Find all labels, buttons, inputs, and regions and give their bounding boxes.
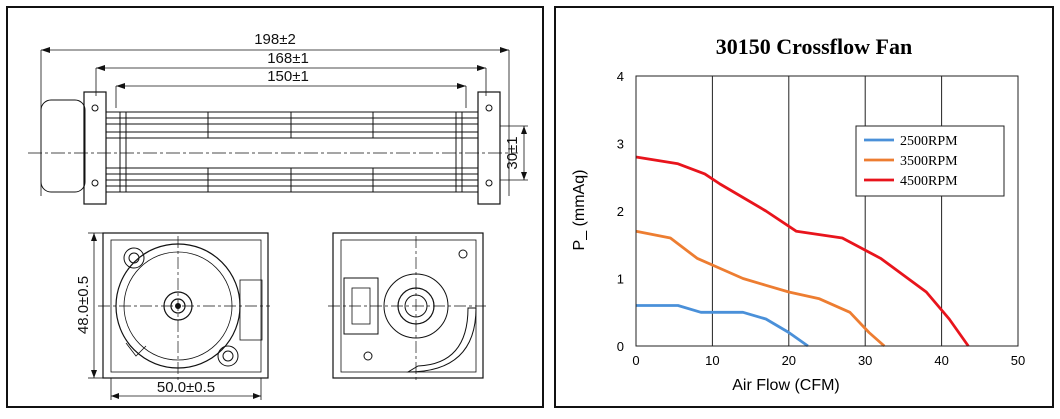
y-tick-label: 2 bbox=[617, 204, 624, 219]
x-tick-label: 20 bbox=[782, 353, 796, 368]
chart-legend: 2500RPM 3500RPM 4500RPM bbox=[855, 125, 1005, 197]
x-tick-label: 30 bbox=[858, 353, 872, 368]
dim-168: 168±1 bbox=[95, 50, 487, 96]
chart-grid bbox=[711, 76, 1019, 346]
end-view-motor: 48.0±0.5 50.0±0.5 bbox=[75, 232, 270, 400]
drawing-svg: 198±2 168±1 150±1 bbox=[28, 31, 528, 400]
fan-dimension-drawing: 198±2 168±1 150±1 bbox=[6, 6, 544, 408]
y-axis-label: P_ (mmAq) bbox=[571, 170, 588, 251]
x-tick-label: 40 bbox=[934, 353, 948, 368]
end-view-outlet bbox=[328, 232, 486, 380]
dim-side-height-label: 30±1 bbox=[504, 136, 521, 169]
x-tick-label: 0 bbox=[632, 353, 639, 368]
chart-svg: 30150 Crossflow Fan 0 10 20 30 40 50 0 1 2 3 4 Air… bbox=[571, 34, 1025, 394]
chart-title: 30150 Crossflow Fan bbox=[716, 34, 912, 59]
legend-label: 4500RPM bbox=[900, 174, 958, 189]
side-view: 30±1 bbox=[28, 91, 528, 205]
dim-blade-length-label: 150±1 bbox=[267, 68, 309, 85]
legend-label: 3500RPM bbox=[900, 154, 958, 169]
y-tick-label: 0 bbox=[617, 339, 624, 354]
dim-mount-length-label: 168±1 bbox=[267, 50, 309, 67]
series-line-2500RPM bbox=[636, 304, 809, 348]
x-axis-label: Air Flow (CFM) bbox=[732, 377, 840, 394]
x-tick-label: 10 bbox=[705, 353, 719, 368]
chart-axes: 0 10 20 30 40 50 0 1 2 3 4 bbox=[617, 69, 1025, 368]
dim-end-height-label: 48.0±0.5 bbox=[75, 276, 92, 334]
plot-frame bbox=[635, 75, 1019, 347]
series-line-4500RPM bbox=[635, 155, 970, 347]
dim-end-width-label: 50.0±0.5 bbox=[157, 379, 215, 396]
y-tick-label: 4 bbox=[617, 69, 624, 84]
x-tick-label: 50 bbox=[1011, 353, 1025, 368]
dim-150: 150±1 bbox=[115, 68, 467, 108]
dim-overall-length-label: 198±2 bbox=[254, 31, 296, 48]
chart-series bbox=[635, 155, 970, 348]
fan-performance-chart: 30150 Crossflow Fan 0 10 20 30 40 50 0 1 2 3 4 Air… bbox=[554, 6, 1054, 408]
y-tick-label: 3 bbox=[617, 137, 624, 152]
legend-label: 2500RPM bbox=[900, 134, 958, 149]
series-line-3500RPM bbox=[635, 229, 886, 348]
dim-198: 198±2 bbox=[40, 31, 510, 196]
y-tick-label: 1 bbox=[617, 272, 624, 287]
